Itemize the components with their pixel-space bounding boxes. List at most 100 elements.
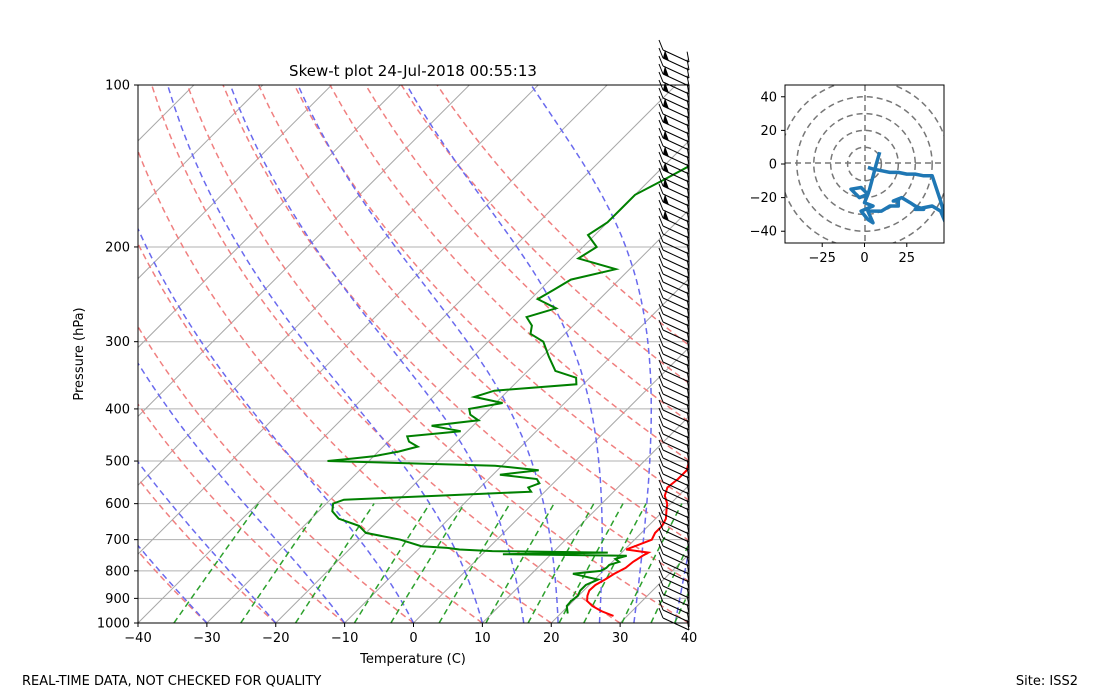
moist-adiabat-line [138,361,346,623]
hodograph-x-tick-label: −25 [808,251,835,266]
wind-barb [658,455,690,479]
dry-adiabat-line [138,149,552,623]
isotherm-line [138,85,195,142]
mixing-ratio-line [621,503,683,623]
y-tick-label: 700 [105,533,130,548]
x-axis-ticks: −40 −30 −20 −10 0 10 20 30 40 [124,623,697,646]
wind-barb [658,575,690,599]
wind-barb [658,271,690,295]
wind-barb [658,167,690,191]
wind-barb [658,183,690,207]
wind-barb [658,119,690,143]
skewt-frame [137,84,690,624]
moist-adiabat-line [406,85,603,623]
wind-barb [658,263,690,287]
isotherm-line [138,85,264,211]
wind-barb [658,335,690,359]
quality-disclaimer: REAL-TIME DATA, NOT CHECKED FOR QUALITY [22,674,322,689]
wind-barb [658,87,690,111]
wind-barb [658,247,690,271]
wind-barb [658,543,690,567]
mixing-ratio-line [240,503,323,623]
wind-barb [658,471,690,495]
dry-adiabat-line [138,477,277,623]
hodograph-y-ticks: 40 20 0 −20 −40 [750,90,785,240]
isotherm-line [138,85,332,280]
wind-barb [658,551,690,575]
wind-barb [658,127,690,151]
hodograph-y-tick-label: 0 [769,158,777,173]
wind-barb [658,375,690,399]
wind-barb [658,479,690,503]
isotherm-line [413,346,689,623]
wind-barb [658,95,690,119]
wind-barb [658,103,690,127]
dry-adiabat-line [222,85,689,583]
hodograph-ring [813,112,916,216]
wind-barb [658,607,690,631]
wind-barb [658,159,690,183]
isotherm-line [138,85,470,418]
hodograph-y-tick-label: 40 [760,90,777,105]
hodograph-x-ticks: −25 0 25 [808,243,915,266]
y-tick-label: 1000 [97,617,130,632]
wind-barb [658,407,690,431]
wind-barb [658,487,690,511]
wind-barb [658,39,690,63]
wind-barb [658,215,690,239]
moist-adiabat-line [138,544,208,623]
wind-barb [658,207,690,231]
isotherm-line [344,277,689,623]
site-label: Site: ISS2 [1015,674,1078,689]
wind-barb [658,55,690,79]
wind-barb [658,431,690,455]
wind-barb [658,503,690,527]
wind-barb [658,527,690,551]
mixing-ratio-line [353,503,431,623]
wind-barb [658,415,690,439]
dry-adiabat-line [329,85,689,462]
dry-adiabat-line [258,85,689,542]
wind-barb [658,359,690,383]
moist-adiabat-line [530,85,653,623]
wind-barb [658,239,690,263]
mixing-ratio-lines [173,503,689,623]
wind-barb [658,343,690,367]
wind-barb [658,223,690,247]
y-tick-label: 300 [105,335,130,350]
mixing-ratio-line [438,503,511,623]
wind-barb [658,47,690,71]
hodograph-ring [846,146,883,182]
moist-adiabat-line [229,85,525,623]
moist-adiabat-line [166,85,484,623]
wind-barb [658,351,690,375]
wind-barb [658,255,690,279]
x-tick-label: −30 [193,631,220,646]
dry-adiabat-line [186,85,689,623]
hodograph-plot-area [785,85,944,243]
y-tick-label: 400 [105,402,130,417]
wind-barb [658,367,690,391]
y-tick-label: 500 [105,455,130,470]
x-tick-label: 20 [543,631,560,646]
moist-adiabat-line [674,545,689,623]
wind-barb [658,135,690,159]
isotherm-line [275,209,689,623]
dry-adiabat-line [138,325,414,623]
mixing-ratio-line [485,503,555,623]
wind-barb [658,511,690,535]
y-axis-label: Pressure (hPa) [72,307,87,400]
x-tick-label: −20 [262,631,289,646]
isotherm-line [138,85,539,486]
wind-barbs [658,39,690,631]
dry-adiabat-line [436,85,689,347]
isotherm-line [619,553,689,623]
wind-barb [658,63,690,87]
x-tick-label: 0 [409,631,417,646]
dry-adiabat-line [138,402,346,623]
mixing-ratio-line [173,503,260,623]
wind-barb [658,279,690,303]
wind-barb [658,311,690,335]
wind-barb [658,399,690,423]
hodograph-x-tick-label: 25 [899,251,916,266]
